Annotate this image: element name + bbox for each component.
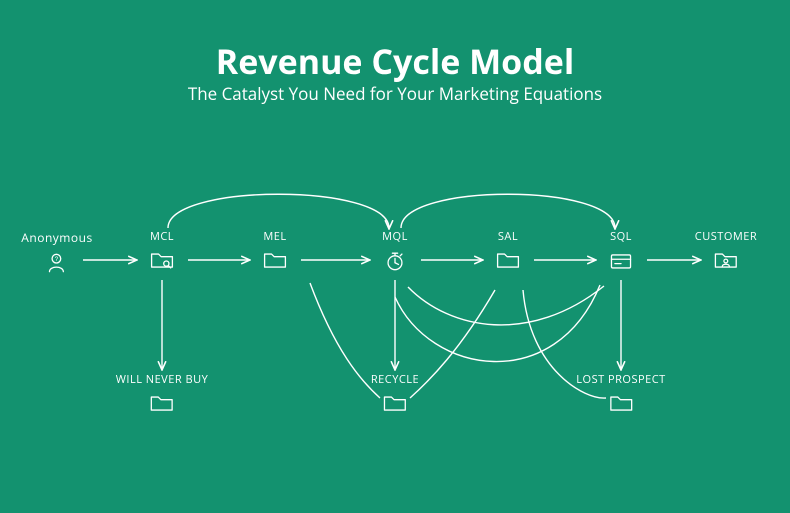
node-never: WILL NEVER BUY (116, 372, 209, 422)
node-label-recycle: RECYCLE (371, 372, 419, 387)
folder-icon (608, 391, 634, 422)
node-sql: SQL (608, 229, 634, 279)
folder-icon (149, 391, 175, 422)
node-label-sql: SQL (608, 229, 634, 244)
folder-icon (495, 248, 521, 279)
node-label-mcl: MCL (149, 229, 175, 244)
node-mcl: MCL (149, 229, 175, 279)
node-customer: CUSTOMER (695, 229, 757, 279)
node-lost: LOST PROSPECT (576, 372, 665, 422)
node-label-customer: CUSTOMER (695, 229, 757, 244)
node-mel: MEL (262, 229, 288, 279)
diagram-subtitle: The Catalyst You Need for Your Marketing… (0, 82, 790, 105)
node-recycle: RECYCLE (371, 372, 419, 422)
folder-user-icon (713, 248, 739, 279)
node-label-mql: MQL (382, 229, 408, 244)
node-label-sal: SAL (495, 229, 521, 244)
person-q-icon: ? (44, 250, 70, 281)
node-anonymous: Anonymous ? (21, 229, 92, 281)
folder-icon (262, 248, 288, 279)
node-label-anonymous: Anonymous (21, 229, 92, 246)
folder-search-icon (149, 248, 175, 279)
node-label-mel: MEL (262, 229, 288, 244)
node-sal: SAL (495, 229, 521, 279)
node-label-never: WILL NEVER BUY (116, 372, 209, 387)
node-label-lost: LOST PROSPECT (576, 372, 665, 387)
folder-icon (382, 391, 408, 422)
stopwatch-icon (382, 248, 408, 279)
diagram-title: Revenue Cycle Model (0, 38, 790, 84)
node-mql: MQL (382, 229, 408, 279)
card-icon (608, 248, 634, 279)
